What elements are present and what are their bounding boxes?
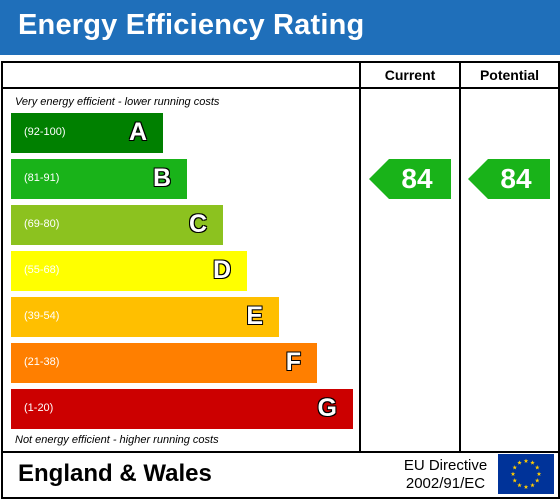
eu-directive: EU Directive 2002/91/EC [383, 457, 508, 493]
current-rating-arrow: 84 [369, 159, 451, 199]
band-letter: B [152, 164, 171, 192]
eu-star-icon [512, 465, 518, 470]
band-range: (21-38) [24, 356, 60, 368]
band-range: (92-100) [24, 126, 66, 138]
region-label: England & Wales [18, 460, 212, 487]
column-divider-current [359, 63, 361, 451]
rating-band-b: (81-91) B [11, 159, 187, 199]
band-letter: C [188, 210, 207, 238]
rating-table: Current Potential Very energy efficient … [1, 61, 560, 453]
rating-band-e: (39-54) E [11, 297, 279, 337]
potential-rating-value: 84 [500, 163, 532, 194]
eu-star-icon [530, 460, 535, 465]
column-header-potential: Potential [479, 67, 540, 83]
eu-star-icon [536, 471, 542, 476]
eu-star-icon [517, 482, 522, 488]
directive-line-1: EU Directive [403, 457, 488, 474]
directive-line-2: 2002/91/EC [405, 475, 486, 492]
rating-band-a: (92-100) A [11, 113, 163, 153]
band-letter: A [128, 118, 147, 146]
rating-band-d: (55-68) D [11, 251, 247, 291]
eu-star-icon [534, 478, 540, 483]
eu-star-icon [523, 458, 529, 463]
inefficient-note: Not energy efficient - higher running co… [15, 434, 219, 446]
eu-star-icon [523, 484, 529, 489]
column-header-current: Current [384, 67, 436, 83]
header-bar: Energy Efficiency Rating [0, 0, 560, 55]
rating-band-f: (21-38) F [11, 343, 317, 383]
band-letter: G [317, 394, 337, 422]
eu-star-icon [530, 482, 535, 488]
band-letter: F [285, 348, 301, 376]
band-range: (81-91) [24, 172, 60, 184]
arrow-shape [369, 159, 451, 199]
band-range: (1-20) [24, 402, 54, 414]
eu-flag-icon [498, 454, 554, 494]
footer: England & Wales EU Directive 2002/91/EC [1, 451, 560, 499]
eu-star-icon [510, 471, 516, 476]
column-divider-potential [459, 63, 461, 451]
header-divider [3, 87, 558, 89]
eu-star-icon [534, 465, 540, 470]
band-letter: E [246, 302, 263, 330]
current-rating-value: 84 [401, 163, 433, 194]
rating-band-g: (1-20) G [11, 389, 353, 429]
potential-rating-arrow: 84 [468, 159, 550, 199]
rating-band-c: (69-80) C [11, 205, 223, 245]
page-title: Energy Efficiency Rating [18, 9, 365, 41]
eu-star-icon [517, 460, 522, 465]
arrow-shape [468, 159, 550, 199]
eu-star-icon [512, 478, 518, 483]
band-range: (39-54) [24, 310, 60, 322]
efficient-note: Very energy efficient - lower running co… [15, 96, 220, 108]
band-letter: D [212, 256, 231, 284]
band-range: (55-68) [24, 264, 60, 276]
band-range: (69-80) [24, 218, 60, 230]
